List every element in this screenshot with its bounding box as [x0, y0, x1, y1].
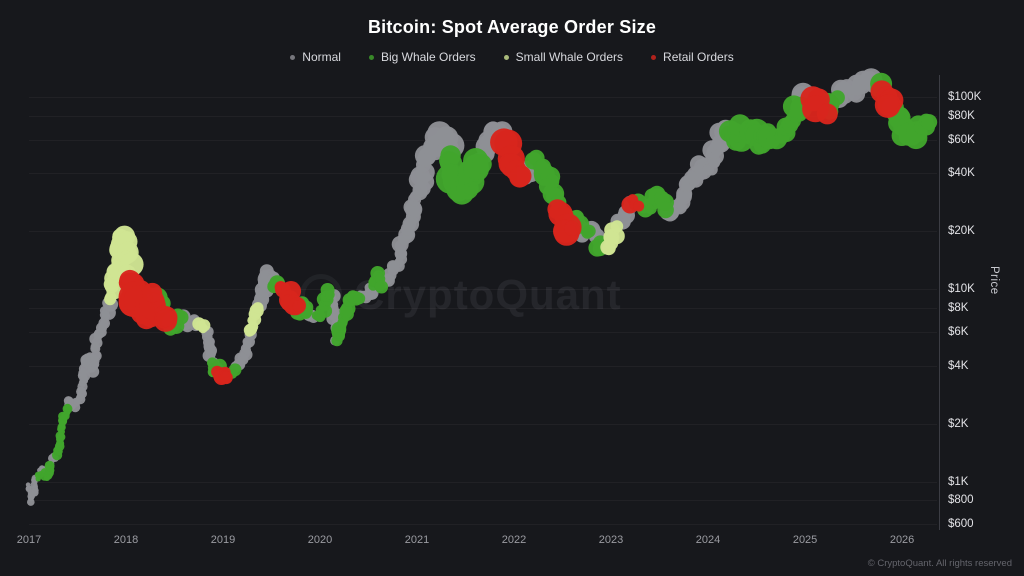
y-tick-label: $60K — [948, 133, 975, 146]
legend-item-small-whale-orders[interactable]: Small Whale Orders — [503, 50, 624, 64]
legend-dot-big-whale-icon — [368, 54, 374, 60]
x-tick-label: 2026 — [889, 534, 915, 546]
series-retail-orders — [118, 80, 904, 386]
x-tick-label: 2018 — [113, 534, 139, 546]
chart-title: Bitcoin: Spot Average Order Size — [367, 17, 657, 37]
x-tick-label: 2021 — [404, 534, 430, 546]
legend-dot-retail-icon — [651, 54, 657, 60]
legend-label-normal: Normal — [302, 50, 341, 64]
gridline — [29, 307, 937, 309]
legend-item-big-whale-orders[interactable]: Big Whale Orders — [368, 50, 476, 64]
gridline — [29, 365, 937, 367]
x-tick-label: 2023 — [598, 534, 624, 546]
y-tick-label: $1K — [948, 475, 969, 488]
legend-item-retail-orders[interactable]: Retail Orders — [651, 50, 734, 64]
y-tick-label: $800 — [948, 494, 974, 507]
gridline — [29, 524, 937, 526]
y-tick-label: $8K — [948, 301, 969, 314]
y-tick-label: $4K — [948, 359, 969, 372]
legend-item-normal[interactable]: Normal — [290, 50, 341, 64]
gridline — [29, 423, 937, 425]
gridline — [29, 96, 937, 98]
gridline — [29, 481, 937, 483]
y-tick-label: $100K — [948, 90, 982, 103]
y-tick-label: $80K — [948, 109, 975, 122]
y-tick-label: $20K — [948, 225, 975, 238]
legend: Normal Big Whale Orders Small Whale Orde… — [0, 50, 1024, 64]
y-axis-line — [939, 75, 940, 530]
copyright-footer: © CryptoQuant. All rights reserved — [867, 558, 1012, 569]
y-tick-label: $40K — [948, 167, 975, 180]
x-tick-label: 2025 — [792, 534, 818, 546]
gridline — [29, 500, 937, 502]
gridline — [29, 231, 937, 233]
legend-label-retail: Retail Orders — [663, 50, 734, 64]
y-tick-label: $600 — [948, 518, 974, 531]
x-tick-label: 2020 — [307, 534, 333, 546]
series-small-whale-orders — [103, 220, 625, 337]
y-tick-label: $6K — [948, 325, 969, 338]
legend-label-small-whale: Small Whale Orders — [515, 50, 624, 64]
y-tick-label: $10K — [948, 283, 975, 296]
y-axis-title: Price — [988, 266, 1000, 295]
gridline — [29, 331, 937, 333]
legend-label-big-whale: Big Whale Orders — [380, 50, 476, 64]
gridline — [29, 289, 937, 291]
gridline — [29, 115, 937, 117]
legend-dot-small-whale-icon — [503, 54, 509, 60]
x-tick-label: 2022 — [501, 534, 527, 546]
legend-dot-normal-icon — [290, 54, 296, 60]
x-tick-label: 2024 — [695, 534, 721, 546]
y-tick-label: $2K — [948, 417, 969, 430]
x-tick-label: 2019 — [210, 534, 236, 546]
x-tick-label: 2017 — [16, 534, 42, 546]
